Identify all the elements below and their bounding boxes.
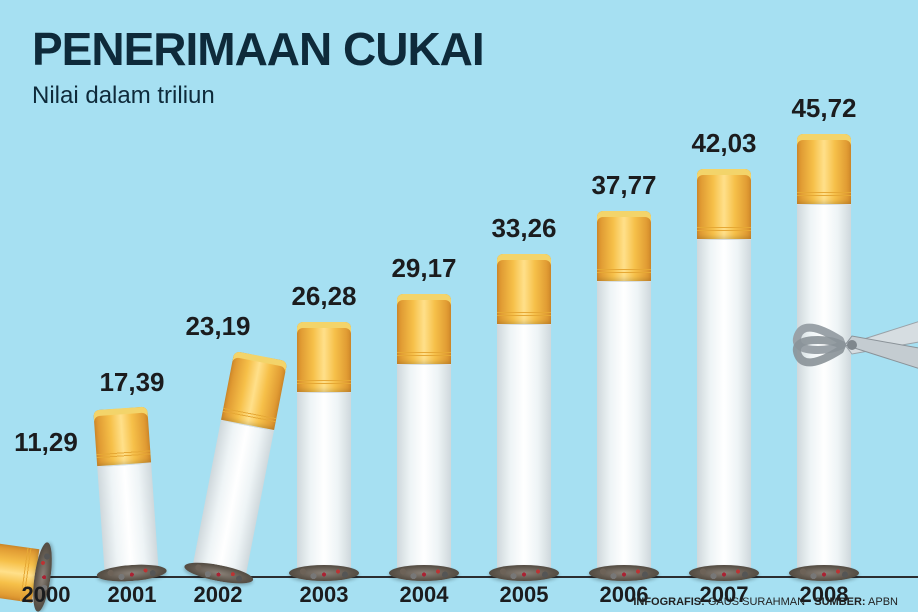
cigarette-paper: [497, 324, 551, 577]
cigarette-bar: [297, 322, 351, 577]
cigarette-filter: [697, 169, 751, 239]
credits: INFOGRAFIS: GAUS SURAHMAN SUMBER: APBN: [633, 596, 898, 608]
cigarette-ash: [789, 565, 859, 581]
cigarette-paper: [191, 420, 274, 582]
value-label: 37,77: [579, 170, 669, 201]
cigarette-bar: [397, 294, 451, 577]
cigarette-paper: [97, 462, 159, 579]
bar-chart: 11,29 2000 17,39 2001 23,19 2002 26,28 2003 29,1…: [0, 52, 918, 612]
cigarette-ash: [389, 565, 459, 581]
year-label: 2003: [279, 582, 369, 608]
value-label: 29,17: [379, 253, 469, 284]
cigarette-bar: [797, 134, 851, 577]
cigarette-bar: [597, 211, 651, 577]
cigarette-filter: [221, 351, 287, 430]
year-label: 2005: [479, 582, 569, 608]
cigarette-paper: [297, 392, 351, 577]
value-label: 45,72: [779, 93, 869, 124]
cigarette-ash: [589, 565, 659, 581]
cigarette-paper: [397, 364, 451, 577]
value-label: 23,19: [173, 311, 263, 342]
cigarette-filter: [297, 322, 351, 392]
cigarette-paper: [597, 281, 651, 577]
credits-sumber-label: SUMBER:: [814, 596, 865, 608]
year-label: 2004: [379, 582, 469, 608]
cigarette-filter: [93, 407, 151, 466]
value-label: 11,29: [1, 427, 91, 458]
cigarette-filter: [797, 134, 851, 204]
cigarette-ash: [689, 565, 759, 581]
cigarette-filter: [497, 254, 551, 324]
cigarette-bar: [697, 169, 751, 577]
cigarette-filter: [397, 294, 451, 364]
cigarette-filter: [597, 211, 651, 281]
value-label: 42,03: [679, 128, 769, 159]
cigarette-ash: [289, 565, 359, 581]
year-label: 2002: [173, 582, 263, 608]
cigarette-bar: [191, 351, 287, 582]
year-label: 2000: [1, 582, 91, 608]
cigarette-paper: [697, 239, 751, 577]
credits-source: APBN: [868, 596, 898, 608]
value-label: 26,28: [279, 281, 369, 312]
value-label: 33,26: [479, 213, 569, 244]
cigarette-bar: [93, 407, 159, 579]
credits-infografis-label: INFOGRAFIS:: [633, 596, 705, 608]
year-label: 2001: [87, 582, 177, 608]
value-label: 17,39: [87, 367, 177, 398]
credits-author: GAUS SURAHMAN: [708, 596, 805, 608]
cigarette-ash: [489, 565, 559, 581]
cigarette-paper: [797, 204, 851, 577]
cigarette-bar: [497, 254, 551, 577]
